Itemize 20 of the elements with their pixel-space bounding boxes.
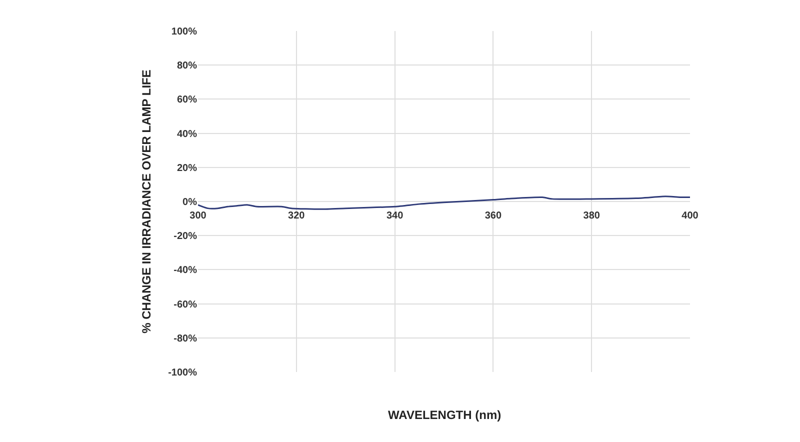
y-tick-label: -80% [174,333,198,344]
x-tick-label: 360 [484,210,502,222]
y-tick-label: 80% [176,60,198,72]
x-tick-label: 340 [386,210,404,222]
y-tick-label: -60% [174,299,198,310]
y-tick-label: -100% [168,368,198,378]
x-tick-label: 320 [288,210,306,222]
y-axis-title: % CHANGE IN IRRADIANCE OVER LAMP LIFE [139,70,154,334]
x-tick-label: 400 [682,210,699,222]
y-tick-label: 40% [176,128,198,140]
x-tick-label: 300 [190,210,207,222]
y-tick-label: -40% [174,265,198,276]
y-tick-label: -20% [174,231,198,242]
y-tick-label: 60% [176,94,198,106]
y-tick-label: 100% [171,26,198,38]
y-tick-label: 0% [182,197,198,208]
x-axis-title: WAVELENGTH (nm) [388,408,502,422]
line-series [198,196,690,210]
y-tick-label: 20% [176,162,198,174]
x-tick-label: 380 [583,210,600,222]
